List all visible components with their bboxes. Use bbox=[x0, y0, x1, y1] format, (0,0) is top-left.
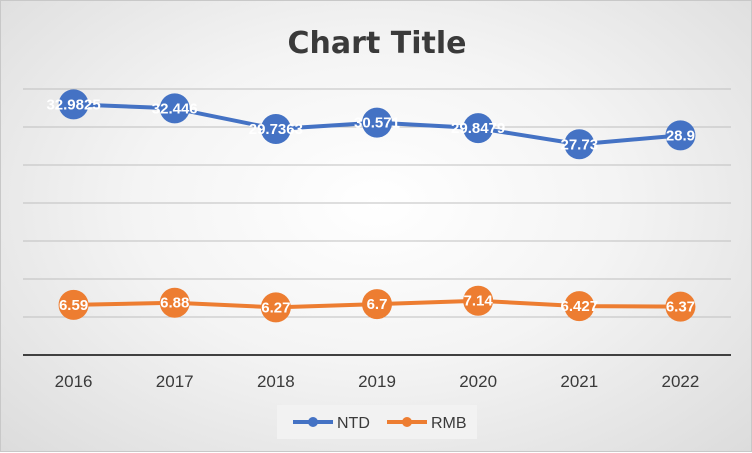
data-label: 6.427 bbox=[561, 298, 599, 315]
data-point bbox=[58, 289, 89, 320]
data-point bbox=[58, 89, 89, 120]
x-axis: 2016 2017 2018 2019 2020 2021 2022 bbox=[23, 354, 731, 391]
data-label: 6.88 bbox=[160, 295, 189, 312]
data-point bbox=[463, 113, 494, 144]
data-label: 30.571 bbox=[354, 115, 400, 132]
data-point bbox=[362, 289, 392, 320]
legend: NTD RMB bbox=[277, 405, 477, 439]
x-tick-label: 2022 bbox=[662, 372, 700, 391]
x-tick-label: 2020 bbox=[459, 372, 497, 391]
data-label: 6.37 bbox=[666, 299, 695, 316]
legend-label: RMB bbox=[431, 415, 467, 432]
series-ntd: 32.9825 32.446 29.7363 30.571 29.8479 27.73 28… bbox=[46, 89, 696, 160]
data-point bbox=[463, 285, 494, 316]
legend-label: NTD bbox=[337, 415, 370, 432]
x-tick-label: 2018 bbox=[257, 372, 295, 391]
legend-marker bbox=[402, 417, 412, 427]
data-label: 6.7 bbox=[367, 296, 388, 313]
data-label: 6.27 bbox=[261, 299, 290, 316]
data-label: 32.9825 bbox=[46, 96, 100, 113]
data-point bbox=[260, 292, 291, 323]
data-point bbox=[665, 291, 696, 322]
data-label: 32.446 bbox=[152, 100, 198, 117]
series-rmb: 6.59 6.88 6.27 6.7 7.14 6.427 6.37 bbox=[58, 285, 696, 323]
data-point bbox=[564, 291, 595, 322]
data-point bbox=[260, 114, 291, 145]
chart-title: Chart Title bbox=[288, 26, 467, 61]
x-tick-label: 2016 bbox=[55, 372, 93, 391]
data-point bbox=[362, 107, 392, 138]
data-point bbox=[159, 287, 190, 318]
data-point bbox=[564, 129, 595, 160]
data-label: 7.14 bbox=[464, 293, 494, 310]
plot-area: 32.9825 32.446 29.7363 30.571 29.8479 27.73 28… bbox=[46, 89, 696, 323]
data-label: 6.59 bbox=[59, 297, 88, 314]
data-label: 28.9 bbox=[666, 127, 695, 144]
data-label: 27.73 bbox=[561, 136, 599, 153]
data-point bbox=[159, 93, 190, 124]
legend-marker bbox=[308, 417, 318, 427]
x-tick-label: 2021 bbox=[560, 372, 598, 391]
x-tick-label: 2017 bbox=[156, 372, 194, 391]
data-point bbox=[665, 120, 696, 151]
data-label: 29.8479 bbox=[451, 120, 505, 137]
x-tick-label: 2019 bbox=[358, 372, 396, 391]
data-label: 29.7363 bbox=[249, 121, 303, 138]
